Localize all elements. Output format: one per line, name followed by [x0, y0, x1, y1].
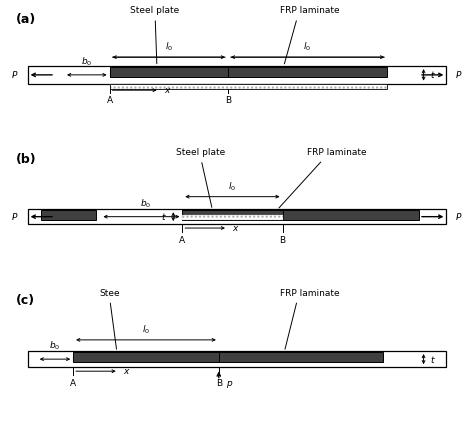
Bar — [27, 351, 447, 367]
Text: $x$: $x$ — [164, 86, 172, 95]
Text: (a): (a) — [16, 13, 36, 25]
Bar — [182, 215, 283, 219]
Bar — [182, 210, 419, 219]
Text: $P$: $P$ — [11, 211, 18, 222]
Bar — [109, 67, 228, 77]
Text: $P$: $P$ — [456, 211, 463, 222]
Text: $t$: $t$ — [430, 70, 436, 80]
Text: Stee: Stee — [99, 289, 120, 349]
Text: A: A — [107, 95, 113, 105]
Bar — [27, 66, 447, 83]
Bar — [109, 70, 387, 77]
Text: $l_0$: $l_0$ — [164, 41, 173, 53]
Text: $x$: $x$ — [123, 367, 131, 376]
Bar — [27, 210, 447, 224]
Bar — [109, 83, 387, 89]
Bar — [182, 210, 283, 219]
Text: (c): (c) — [16, 294, 36, 307]
Bar — [73, 356, 383, 362]
Bar — [41, 210, 96, 219]
Text: $x$: $x$ — [232, 223, 240, 232]
Text: $P$: $P$ — [11, 70, 18, 80]
Bar — [219, 352, 383, 362]
Text: B: B — [216, 379, 222, 388]
Text: $l_0$: $l_0$ — [228, 180, 237, 193]
Text: A: A — [70, 379, 76, 388]
Text: FRP laminate: FRP laminate — [280, 289, 339, 349]
Text: B: B — [280, 236, 285, 245]
Text: $P$: $P$ — [456, 70, 463, 80]
Text: (b): (b) — [16, 153, 37, 166]
Text: $b_0$: $b_0$ — [81, 56, 92, 68]
Text: $b_0$: $b_0$ — [140, 197, 152, 210]
Text: $p$: $p$ — [226, 379, 233, 390]
Text: FRP laminate: FRP laminate — [279, 148, 367, 208]
Bar — [228, 67, 387, 77]
Text: A: A — [179, 236, 185, 245]
Text: B: B — [225, 95, 231, 105]
Text: $t$: $t$ — [430, 354, 436, 365]
Text: FRP laminate: FRP laminate — [280, 6, 339, 64]
Bar — [109, 83, 387, 89]
Text: Steel plate: Steel plate — [130, 6, 180, 64]
Bar — [73, 352, 219, 362]
Text: $l_0$: $l_0$ — [142, 324, 150, 336]
Text: $b_0$: $b_0$ — [49, 340, 61, 353]
Text: $l_0$: $l_0$ — [303, 41, 311, 53]
Text: $t$: $t$ — [161, 211, 166, 222]
Text: Steel plate: Steel plate — [176, 148, 225, 207]
